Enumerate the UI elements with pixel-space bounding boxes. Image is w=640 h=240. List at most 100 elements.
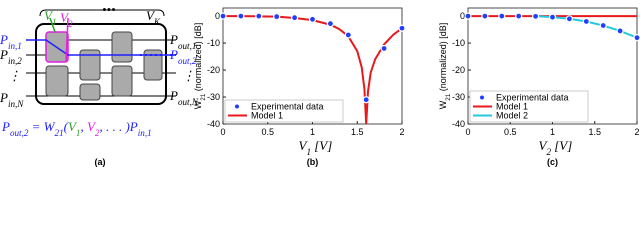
data-point <box>291 14 299 22</box>
data-point <box>308 15 317 23</box>
text-part: V <box>60 10 70 25</box>
subscript: in,1 <box>8 41 22 51</box>
x-tick-label: 1 <box>550 127 555 137</box>
diagram-graphics <box>26 9 176 105</box>
text-part: , . . . ) <box>99 119 129 134</box>
diagram-label: Pout,N <box>169 88 199 107</box>
y-tick-label: -30 <box>207 92 220 102</box>
legend-label: Experimental data <box>496 93 569 103</box>
legend-label: Experimental data <box>251 102 324 112</box>
text-part: P <box>169 47 178 62</box>
x-tick-label: 2 <box>399 127 404 137</box>
caption: (c) <box>547 157 558 167</box>
y-tick-label: 0 <box>215 11 220 21</box>
data-point <box>515 12 523 20</box>
data-point <box>464 12 472 20</box>
subscript: K <box>153 17 161 27</box>
subscript: out,1 <box>178 41 196 51</box>
text-part: W <box>193 100 203 109</box>
diagram-label: Pin,1 <box>0 32 22 51</box>
text-part: , <box>80 119 87 134</box>
subscript: out,N <box>178 97 199 107</box>
subscript: 2 <box>68 19 73 29</box>
text-part: P <box>169 88 178 103</box>
text-part: = W <box>28 119 55 134</box>
diagram-label: V2 <box>60 10 73 29</box>
data-point <box>565 15 574 23</box>
text-part: V <box>146 8 156 23</box>
text-part: P <box>169 32 178 47</box>
data-point <box>380 44 388 53</box>
diagram-label: V1 <box>44 8 57 27</box>
y-axis-label: W21 (normalized) [dB] <box>438 23 452 110</box>
data-point <box>498 12 506 20</box>
x-tick-label: 0.5 <box>504 127 517 137</box>
diagram-label: ⋮ <box>8 68 21 83</box>
v2-arrow <box>65 17 69 63</box>
x-tick-label: 0 <box>465 127 470 137</box>
subscript: out,2 <box>10 128 29 138</box>
signal-path <box>26 39 176 56</box>
text-part: P <box>1 119 10 134</box>
y-tick-label: -20 <box>207 65 220 75</box>
diagram-label: VK <box>146 8 161 27</box>
text-part: P <box>0 32 8 47</box>
x-tick-label: 1 <box>310 127 315 137</box>
text-part: V <box>87 119 97 134</box>
caption: (a) <box>95 157 106 167</box>
text-part: (normalized) [dB] <box>438 23 448 94</box>
text-part: [V] <box>551 138 572 153</box>
diagram-label: ⋮ <box>182 68 195 83</box>
text-part: P <box>129 119 138 134</box>
data-point <box>531 12 540 20</box>
data-point <box>326 20 334 28</box>
subscript: 21 <box>55 128 64 138</box>
diagram-label: Pout,2 <box>169 47 197 66</box>
text-part: (normalized) [dB] <box>193 23 203 94</box>
diagram-label: Pout,1 <box>169 32 196 51</box>
subscript: 2 <box>95 128 100 138</box>
diagram-label: ••• <box>102 2 116 17</box>
data-point <box>273 13 281 21</box>
subscript: in,2 <box>8 56 22 66</box>
y-tick-label: -20 <box>452 65 465 75</box>
mesh-box <box>35 23 167 105</box>
x-axis-label: V2 [V] <box>539 138 573 157</box>
figure: V1 V2••• VKPin,1Pin,2⋮Pin,NPout,1Pout,2⋮Po… <box>0 2 640 167</box>
y-tick-label: -10 <box>452 38 465 48</box>
data-point <box>255 12 263 20</box>
mzi-cells <box>45 31 163 101</box>
subscript: 2 <box>546 147 551 157</box>
y-tick-label: -10 <box>207 38 220 48</box>
legend-label: Model 1 <box>496 102 528 112</box>
legend-box <box>224 99 344 123</box>
diagram-label: Pin,N <box>0 90 24 109</box>
data-point <box>548 13 557 21</box>
y-tick-label: -40 <box>207 119 220 129</box>
text-part: V <box>299 138 309 153</box>
diagram-label: Pin,2 <box>0 47 22 66</box>
text-part: ( <box>64 119 69 134</box>
data-point <box>344 31 352 39</box>
subscript: 1 <box>76 128 81 138</box>
caption: (b) <box>307 157 319 167</box>
legend-marker <box>234 103 240 110</box>
data-point <box>362 96 370 104</box>
text-part: [V] <box>311 138 332 153</box>
data-point <box>633 34 640 42</box>
legend-label: Model 2 <box>496 111 528 121</box>
subscript: 1 <box>306 147 311 157</box>
v1-arrow <box>49 17 56 33</box>
y-axis-label: W21 (normalized) [dB] <box>193 23 207 110</box>
data-point <box>237 12 245 20</box>
text-part: V <box>44 8 54 23</box>
text-part: V <box>539 138 549 153</box>
x-tick-label: 0.5 <box>261 127 274 137</box>
x-tick-label: 1.5 <box>351 127 364 137</box>
text-part: ⋮ <box>182 68 195 83</box>
subscript: 1 <box>52 17 57 27</box>
x-axis-label: V1 [V] <box>299 138 333 157</box>
subscript: 21 <box>200 93 207 101</box>
text-part: ⋮ <box>8 68 21 83</box>
subscript: in,N <box>8 99 24 109</box>
